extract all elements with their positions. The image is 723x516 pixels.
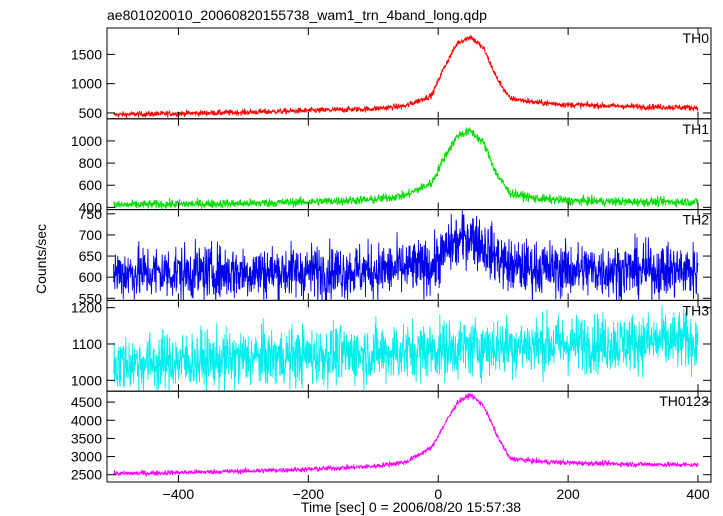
y-tick-label: 4000	[71, 412, 102, 428]
x-tick-label: 200	[556, 486, 580, 502]
series-line-th0	[113, 34, 699, 119]
panel-label-th2: TH2	[683, 212, 710, 228]
figure-title: ae801020010_20060820155738_wam1_trn_4ban…	[107, 7, 487, 23]
series-line-th0123	[113, 392, 699, 477]
panel-label-th1: TH1	[683, 121, 710, 137]
y-axis-label: Counts/sec	[33, 224, 49, 294]
x-axis-label: Time [sec] 0 = 2006/08/20 15:57:38	[301, 499, 521, 515]
y-tick-label: 550	[79, 290, 103, 306]
y-tick-label: 1100	[72, 336, 102, 352]
y-tick-label: 1000	[71, 372, 102, 388]
y-tick-label: 650	[79, 248, 103, 264]
panel-th0: 500 1000 1500 TH0	[71, 27, 712, 121]
y-tick-label: 400	[79, 199, 103, 215]
y-tick-label: 1000	[71, 76, 102, 92]
y-tick-label: 3000	[71, 449, 102, 465]
x-tick-label: −200	[293, 486, 325, 502]
panel-th0123: 2500 3000 3500 4000 4500 TH0123	[71, 390, 712, 483]
panel-label-th0: TH0	[683, 30, 710, 46]
panel-label-th3: TH3	[683, 302, 710, 318]
panel-th2: 550 600 650 700 750 TH2	[79, 206, 712, 306]
panel-th1: 400 600 800 1000 TH1	[71, 118, 712, 215]
y-tick-label: 3500	[71, 430, 102, 446]
y-tick-label: 600	[79, 269, 103, 285]
series-line-th3	[113, 305, 699, 392]
y-tick-label: 2500	[71, 467, 102, 483]
x-tick-label: −400	[163, 486, 195, 502]
y-tick-label: 600	[79, 177, 103, 193]
series-line-th1	[113, 127, 699, 210]
series-line-th2	[113, 210, 699, 301]
panels-group: 500 1000 1500 TH0 400 600 800 1000 TH1 550 600 650 7…	[71, 27, 712, 483]
y-tick-label: 750	[79, 206, 103, 222]
x-tick-label: 400	[686, 486, 710, 502]
x-tick-label: 0	[434, 486, 442, 502]
y-tick-label: 1500	[71, 46, 102, 62]
y-tick-label: 800	[79, 155, 103, 171]
y-tick-label: 1200	[71, 300, 102, 316]
y-tick-label: 1000	[71, 133, 102, 149]
y-tick-label: 500	[79, 105, 103, 121]
y-tick-label: 700	[79, 227, 103, 243]
x-axis: −400 −200 0 200 400	[163, 486, 710, 502]
panel-frame	[106, 390, 712, 483]
panel-th3: 1000 1100 1200 TH3	[71, 300, 712, 392]
panel-label-th0123: TH0123	[659, 393, 709, 409]
y-tick-label: 4500	[71, 394, 102, 410]
